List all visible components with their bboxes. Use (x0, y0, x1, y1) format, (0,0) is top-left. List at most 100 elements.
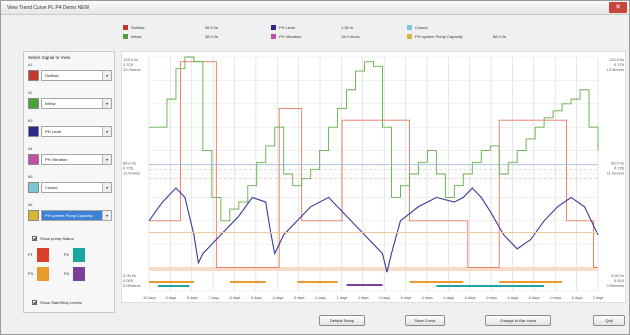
chevron-down-icon[interactable]: ▾ (102, 127, 111, 136)
x-tick-label: -0 days (442, 296, 454, 300)
right-axis-label: 85.0 l/s (611, 161, 624, 166)
right-axis-label: 0.376 (614, 62, 625, 67)
x-tick-label: -0 days (571, 296, 583, 300)
color-swatch-button[interactable] (28, 210, 39, 221)
pump-indicator: P1 (28, 248, 68, 262)
legend-swatch-icon (271, 25, 276, 30)
checkbox-checked-icon[interactable] (32, 300, 37, 306)
series-line-0 (149, 61, 598, 269)
legend-swatch-icon (123, 25, 128, 30)
chart-frame (121, 51, 626, 303)
pump-color-button[interactable] (37, 267, 49, 281)
panel-title: Select Signal to View (28, 55, 71, 60)
x-tick-label: -7 days (207, 296, 219, 300)
signal-select[interactable]: Closed ▾ (41, 182, 112, 193)
x-tick-label: -0 days (464, 296, 476, 300)
x-tick-label: -10 days (142, 296, 156, 300)
right-axis-label: 0.00 l/s (611, 273, 624, 278)
right-axis-label: 11.0mm/s (607, 171, 624, 176)
color-swatch-button[interactable] (28, 154, 39, 165)
right-axis-label: 0.00mm/s (606, 283, 624, 288)
left-axis-label: 0.00 l/s (123, 273, 136, 278)
pump-run-bar (499, 281, 563, 283)
chart-grid (148, 56, 599, 292)
x-tick-label: 0 days (593, 296, 604, 300)
close-button[interactable]: ✕ (609, 2, 627, 13)
title-bar: View Trend Curve PL P4 Demo NEW ✕ (1, 1, 629, 15)
x-tick-label: -0 days (507, 296, 519, 300)
x-tick-label: -0 days (421, 296, 433, 300)
pump-run-bar (409, 281, 464, 283)
pump-run-bar (436, 285, 545, 287)
pump-run-bar (149, 281, 194, 283)
x-tick-label: -1 days (357, 296, 369, 300)
pump-run-bar (229, 281, 266, 283)
pump-run-bar (297, 281, 338, 283)
pump-color-button[interactable] (73, 248, 85, 262)
x-tick-label: -1 days (336, 296, 348, 300)
x-tick-label: -0 days (378, 296, 390, 300)
signal-select[interactable]: Outflow ▾ (41, 70, 112, 81)
x-tick-label: -3 days (293, 296, 305, 300)
show-pump-status-checkbox[interactable]: Show pump Status (32, 236, 74, 242)
pump-run-bar (346, 284, 383, 286)
x-tick-label: -2 days (314, 296, 326, 300)
chevron-down-icon[interactable]: ▾ (102, 71, 111, 80)
right-axis-label: 0.000 (614, 278, 625, 283)
left-axis-label: 0.726 (123, 166, 134, 171)
legend-swatch-icon (407, 25, 412, 30)
x-tick-label: -9 days (164, 296, 176, 300)
checkbox-checked-icon[interactable] (32, 236, 37, 242)
x-tick-label: -8 days (186, 296, 198, 300)
x-tick-label: -0 days (485, 296, 497, 300)
show-start-stop-checkbox[interactable]: Show Start/Stop Levels (32, 300, 82, 306)
color-swatch-button[interactable] (28, 98, 39, 109)
chevron-down-icon[interactable]: ▾ (102, 99, 111, 108)
change-to-bar-curve-button[interactable]: Change to Bar curve (485, 315, 551, 326)
save-curve-button[interactable]: Save Curve (405, 315, 445, 326)
signal-selector-panel: Select Signal to View #1 Outflow ▾ #2 Inf… (23, 51, 115, 313)
series-line-2 (148, 187, 599, 273)
chevron-down-icon[interactable]: ▾ (102, 183, 111, 192)
window-title: View Trend Curve PL P4 Demo NEW (7, 5, 90, 11)
x-tick-label: -0 days (400, 296, 412, 300)
x-tick-label: -5 days (250, 296, 262, 300)
pump-indicator: P4 (64, 267, 104, 281)
signal-select[interactable]: PH Level ▾ (41, 126, 112, 137)
x-tick-label: -6 days (229, 296, 241, 300)
chart-legend: Outflow 38.9 l/s PH Level 1.26 m Closed … (123, 25, 593, 47)
pump-indicator: P3 (28, 267, 68, 281)
left-axis-label: 0.00mm/s (123, 283, 141, 288)
left-axis-label: 0.000 (123, 278, 134, 283)
signal-select[interactable]: PH Vibration ▾ (41, 154, 112, 165)
left-axis-label: 85.0 l/s (123, 161, 136, 166)
capacity-band (149, 267, 598, 271)
chevron-down-icon[interactable]: ▾ (102, 211, 111, 220)
right-axis-label: 13.3mm/s (606, 67, 624, 72)
color-swatch-button[interactable] (28, 126, 39, 137)
right-axis-label: 125.0 l/s (609, 57, 624, 62)
signal-select[interactable]: PH system Pump Capacity ▾ (41, 210, 112, 221)
x-tick-label: -0 days (549, 296, 561, 300)
left-axis-label: 125.0 l/s (123, 57, 138, 62)
chart-series (148, 56, 599, 273)
pump-color-button[interactable] (73, 267, 85, 281)
right-axis-label: 0.726 (614, 166, 625, 171)
color-swatch-button[interactable] (28, 182, 39, 193)
left-axis-label: 2.376 (123, 62, 134, 67)
x-tick-labels: -10 days -9 days -8 days -7 days -6 days -5 d… (142, 296, 603, 300)
signal-select[interactable]: Inflow ▾ (41, 98, 112, 109)
left-axis-label: 13.3mm/s (123, 67, 141, 72)
chevron-down-icon[interactable]: ▾ (102, 155, 111, 164)
quit-button[interactable]: Quit (593, 315, 625, 326)
pump-status-bands (149, 267, 598, 287)
pump-run-bar (157, 285, 190, 287)
color-swatch-button[interactable] (28, 70, 39, 81)
legend-swatch-icon (407, 34, 412, 39)
pump-color-button[interactable] (37, 248, 49, 262)
pump-indicator: P2 (64, 248, 104, 262)
default-setup-button[interactable]: Default Setup (319, 315, 365, 326)
